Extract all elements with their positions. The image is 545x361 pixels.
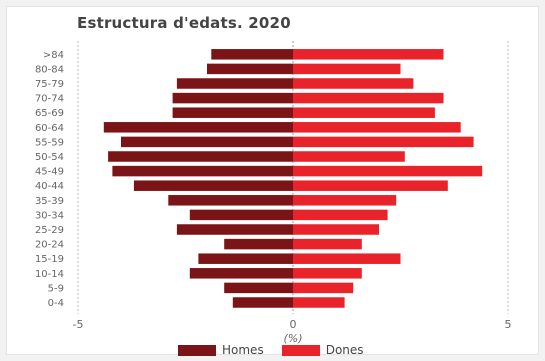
legend-swatch-homes [178, 344, 216, 356]
bar-dones-30-34 [293, 209, 388, 221]
x-tick-label: 5 [505, 318, 512, 331]
y-tick-label: 25-29 [35, 225, 64, 236]
bar-dones-65-69 [293, 107, 435, 118]
y-tick-label: 70-74 [35, 94, 64, 105]
bar-homes-5-9 [224, 282, 293, 294]
y-tick-label: 10-14 [35, 269, 64, 280]
y-tick-label: 5-9 [48, 283, 64, 294]
bar-dones-70-74 [293, 92, 444, 104]
bar-dones-80-84 [293, 63, 401, 75]
bar-homes-15-19 [198, 253, 293, 264]
chart-title: Estructura d'edats. 2020 [77, 14, 291, 32]
bar-dones-60-64 [293, 122, 461, 133]
bar-dones-50-54 [293, 151, 405, 162]
y-tick-label: 0-4 [48, 298, 64, 309]
bar-homes->84 [211, 49, 293, 60]
bar-homes-60-64 [103, 122, 293, 133]
y-tick-label: 45-49 [35, 167, 64, 178]
bar-homes-45-49 [112, 165, 294, 177]
bar-homes-40-44 [133, 180, 293, 191]
bar-dones-20-24 [293, 238, 362, 250]
y-tick-label: 60-64 [35, 123, 64, 134]
bar-dones-10-14 [293, 268, 362, 279]
y-tick-label: 15-19 [35, 254, 64, 265]
legend-item-dones: Dones [281, 343, 364, 357]
y-tick-label: 75-79 [35, 79, 64, 90]
bar-dones-75-79 [293, 78, 414, 89]
bar-homes-75-79 [176, 78, 293, 89]
y-tick-label: >84 [43, 50, 64, 61]
bar-homes-30-34 [189, 209, 293, 221]
legend: Homes Dones [178, 343, 364, 357]
y-tick-label: 50-54 [35, 152, 64, 163]
legend-swatch-dones [281, 344, 320, 356]
bar-homes-50-54 [108, 151, 293, 162]
y-tick-label: 80-84 [35, 64, 64, 75]
y-tick-label: 65-69 [35, 108, 64, 119]
y-tick-label: 40-44 [35, 181, 64, 192]
x-axis-label: (%) [283, 332, 302, 345]
y-tick-label: 20-24 [35, 240, 64, 251]
y-tick-label: 35-39 [35, 196, 64, 207]
bar-dones-5-9 [293, 282, 354, 294]
bar-dones-35-39 [293, 195, 397, 206]
bar-homes-80-84 [207, 63, 293, 75]
bar-homes-0-4 [232, 297, 293, 308]
bar-homes-35-39 [168, 195, 293, 206]
legend-label-homes: Homes [222, 343, 264, 357]
bar-dones-40-44 [293, 180, 448, 191]
bar-homes-25-29 [176, 224, 293, 235]
bar-homes-65-69 [172, 107, 293, 118]
bar-homes-20-24 [224, 238, 293, 250]
bar-homes-10-14 [189, 268, 293, 279]
bar-dones->84 [293, 49, 444, 60]
x-tick-label: -5 [73, 318, 84, 331]
bar-homes-55-59 [121, 136, 293, 148]
x-tick-label: 0 [290, 318, 297, 331]
bar-homes-70-74 [172, 92, 293, 104]
legend-item-homes: Homes [178, 343, 264, 357]
legend-label-dones: Dones [325, 343, 364, 357]
bar-dones-0-4 [293, 297, 345, 308]
bar-dones-45-49 [293, 165, 483, 177]
bar-dones-25-29 [293, 224, 379, 235]
y-tick-label: 55-59 [35, 137, 64, 148]
y-tick-label: 30-34 [35, 210, 64, 221]
bar-dones-55-59 [293, 136, 474, 148]
bar-dones-15-19 [293, 253, 401, 264]
